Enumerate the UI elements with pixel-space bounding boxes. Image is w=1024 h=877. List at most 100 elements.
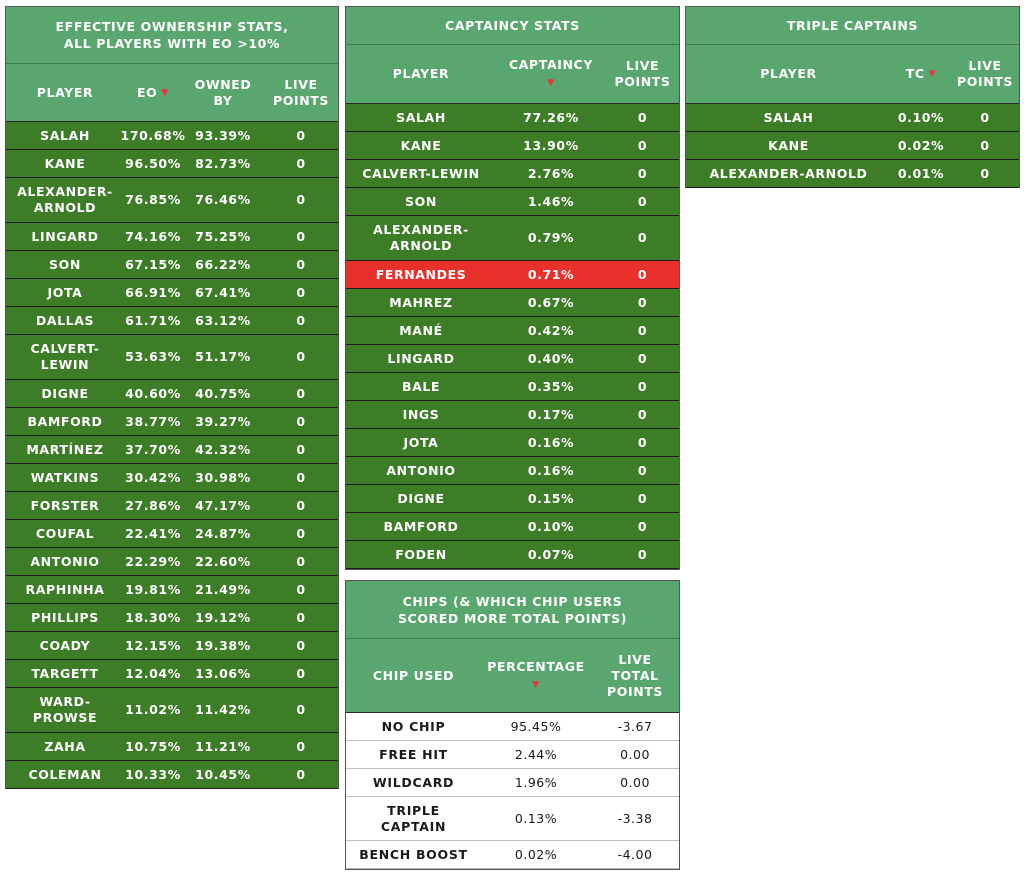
tc-cell: 0.01% (897, 165, 945, 181)
table-row: ANTONIO 0.16% 0 (346, 457, 679, 485)
col-header-captaincy[interactable]: CAPTAINCY ▼ (496, 45, 606, 103)
col-header-live-points[interactable]: LIVE POINTS (272, 76, 330, 108)
table-row: INGS 0.17% 0 (346, 401, 679, 429)
owned-by-cell: 21.49% (195, 581, 251, 597)
live-points-cell: 0 (296, 665, 306, 681)
player-cell: DIGNE (41, 385, 89, 401)
table-row: FERNANDES 0.71% 0 (346, 261, 679, 289)
live-total-points-cell: -3.67 (617, 718, 653, 734)
player-cell: SALAH (763, 109, 814, 125)
player-cell: SALAH (40, 127, 90, 143)
captaincy-cell: 0.17% (527, 406, 575, 422)
player-cell: FORSTER (30, 497, 100, 513)
percentage-cell: 2.44% (514, 746, 558, 762)
player-cell: WATKINS (30, 469, 100, 485)
player-cell: KANE (400, 137, 442, 153)
live-points-cell: 0 (637, 462, 648, 478)
tc-cell: 0.10% (897, 109, 945, 125)
player-cell: FERNANDES (375, 266, 467, 282)
col-header-owned-by[interactable]: OWNED BY (194, 76, 252, 108)
table-row: MAHREZ 0.67% 0 (346, 289, 679, 317)
table-row: SALAH 0.10% 0 (686, 104, 1019, 132)
live-points-cell: 0 (296, 581, 306, 597)
chips-body: NO CHIP 95.45% -3.67 FREE HIT 2.44% 0.00 WILDC… (346, 713, 679, 869)
col-header-tc[interactable]: TC ▼ (905, 66, 937, 81)
table-row: WATKINS 30.42% 30.98% 0 (6, 464, 338, 492)
live-points-cell: 0 (637, 165, 648, 181)
live-points-cell: 0 (296, 766, 306, 782)
eo-cell: 40.60% (125, 385, 181, 401)
table-row: SON 1.46% 0 (346, 188, 679, 216)
eo-cell: 22.41% (125, 525, 181, 541)
table-row: BAMFORD 0.10% 0 (346, 513, 679, 541)
col-header-percentage[interactable]: PERCENTAGE ▼ (481, 639, 591, 712)
player-cell: ALEXANDER-ARNOLD (17, 184, 113, 215)
table-row: COLEMAN 10.33% 10.45% 0 (6, 761, 338, 789)
live-points-cell: 0 (637, 137, 648, 153)
live-points-cell: 0 (296, 256, 306, 272)
live-points-cell: 0 (637, 434, 648, 450)
table-row: JOTA 0.16% 0 (346, 429, 679, 457)
player-cell: KANE (44, 155, 86, 171)
live-points-cell: 0 (637, 230, 648, 245)
live-points-cell: 0 (637, 266, 648, 282)
player-cell: KANE (768, 137, 809, 153)
col-header-live-points[interactable]: LIVE POINTS (614, 58, 671, 89)
player-cell: ALEXANDER-ARNOLD (373, 222, 469, 253)
table-row: SALAH 170.68% 93.39% 0 (6, 122, 338, 150)
owned-by-cell: 51.17% (195, 349, 251, 364)
live-points-cell: 0 (296, 497, 306, 513)
player-cell: ZAHA (44, 738, 86, 754)
live-points-cell: 0 (296, 469, 306, 485)
captaincy-cell: 0.67% (527, 294, 575, 310)
owned-by-cell: 40.75% (195, 385, 251, 401)
player-cell: MAHREZ (389, 294, 453, 310)
captaincy-cell: 0.42% (527, 322, 575, 338)
table-row: LINGARD 74.16% 75.25% 0 (6, 223, 338, 251)
eo-cell: 10.33% (125, 766, 181, 782)
owned-by-cell: 66.22% (195, 256, 251, 272)
live-total-points-cell: 0.00 (620, 746, 650, 762)
tc-cell: 0.02% (897, 137, 945, 153)
eo-cell: 12.15% (125, 637, 181, 653)
live-points-cell: 0 (637, 294, 648, 310)
owned-by-cell: 24.87% (195, 525, 251, 541)
chips-header: CHIP USED PERCENTAGE ▼ LIVE TOTAL POINTS (346, 639, 679, 713)
col-header-player[interactable]: PLAYER (760, 66, 817, 81)
player-cell: DIGNE (397, 490, 445, 506)
eo-cell: 30.42% (125, 469, 181, 485)
col-header-player[interactable]: PLAYER (36, 84, 94, 100)
table-row: KANE 0.02% 0 (686, 132, 1019, 160)
col-header-player[interactable]: PLAYER (392, 66, 450, 81)
col-header-live-points[interactable]: LIVE POINTS (956, 58, 1014, 89)
eo-table-body: SALAH 170.68% 93.39% 0 KANE 96.50% 82.73% 0 ALEX… (6, 122, 338, 789)
eo-cell: 170.68% (120, 127, 186, 143)
captaincy-cell: 0.16% (527, 434, 575, 450)
live-total-points-cell: -3.38 (617, 810, 653, 826)
live-points-cell: 0 (637, 546, 648, 562)
live-points-cell: 0 (637, 350, 648, 366)
player-cell: SON (49, 256, 81, 272)
chips-title: CHIPS (& WHICH CHIP USERS SCORED MORE TO… (346, 581, 679, 639)
eo-cell: 61.71% (125, 312, 181, 328)
live-points-cell: 0 (296, 413, 306, 429)
player-cell: ANTONIO (30, 553, 100, 569)
table-row: SON 67.15% 66.22% 0 (6, 251, 338, 279)
captaincy-cell: 0.71% (527, 266, 575, 282)
table-row: DIGNE 0.15% 0 (346, 485, 679, 513)
player-cell: PHILLIPS (31, 609, 99, 625)
col-header-chip-used[interactable]: CHIP USED (372, 667, 455, 683)
table-row: NO CHIP 95.45% -3.67 (346, 713, 679, 741)
eo-cell: 11.02% (125, 702, 181, 717)
live-points-cell: 0 (980, 109, 990, 125)
col-header-live-total-points[interactable]: LIVE TOTAL POINTS (606, 651, 664, 699)
live-points-cell: 0 (637, 109, 648, 125)
eo-cell: 12.04% (125, 665, 181, 681)
table-row: CALVERT-LEWIN 53.63% 51.17% 0 (6, 335, 338, 380)
player-cell: ANTONIO (386, 462, 456, 478)
table-row: ALEXANDER-ARNOLD 0.01% 0 (686, 160, 1019, 188)
live-points-cell: 0 (296, 525, 306, 541)
owned-by-cell: 11.42% (195, 702, 251, 717)
col-header-eo[interactable]: EO ▼ (137, 84, 169, 100)
triple-captains-title: TRIPLE CAPTAINS (686, 7, 1019, 45)
